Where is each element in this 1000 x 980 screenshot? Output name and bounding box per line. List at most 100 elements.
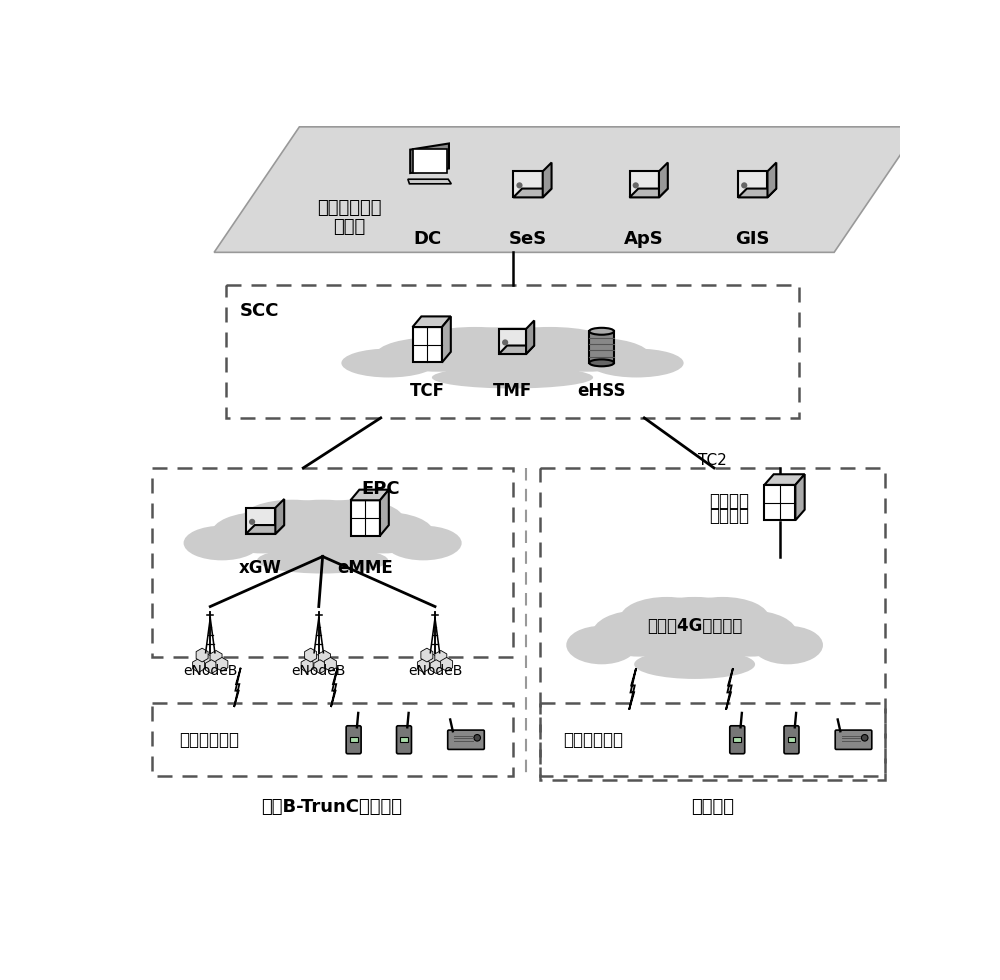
Polygon shape <box>319 651 331 664</box>
Ellipse shape <box>444 356 581 382</box>
Text: TC2: TC2 <box>698 453 727 467</box>
Circle shape <box>633 182 639 188</box>
Ellipse shape <box>620 597 713 639</box>
Polygon shape <box>630 188 668 197</box>
Bar <box>350 737 358 742</box>
Polygon shape <box>526 320 534 354</box>
Polygon shape <box>234 667 241 707</box>
Bar <box>400 737 408 742</box>
Ellipse shape <box>589 349 684 377</box>
Text: eNodeB: eNodeB <box>292 664 346 678</box>
Text: GIS: GIS <box>736 230 770 248</box>
Ellipse shape <box>676 597 769 639</box>
Polygon shape <box>246 508 275 534</box>
Polygon shape <box>196 648 208 662</box>
Polygon shape <box>351 490 389 501</box>
Polygon shape <box>413 149 447 173</box>
Text: 用平台: 用平台 <box>334 218 366 236</box>
Polygon shape <box>413 317 451 327</box>
Polygon shape <box>246 525 284 534</box>
Polygon shape <box>764 485 795 520</box>
Polygon shape <box>275 499 284 534</box>
Polygon shape <box>417 659 429 672</box>
Ellipse shape <box>630 597 760 655</box>
Ellipse shape <box>432 367 593 388</box>
Polygon shape <box>305 648 317 662</box>
FancyBboxPatch shape <box>784 726 799 754</box>
Text: 控制中心: 控制中心 <box>710 508 750 525</box>
Ellipse shape <box>385 525 462 561</box>
Polygon shape <box>513 172 543 197</box>
Ellipse shape <box>257 547 388 573</box>
Polygon shape <box>424 653 436 666</box>
Polygon shape <box>441 658 453 671</box>
Polygon shape <box>324 658 336 671</box>
Polygon shape <box>408 179 451 184</box>
Polygon shape <box>430 660 442 673</box>
Ellipse shape <box>752 626 823 664</box>
Ellipse shape <box>589 327 614 335</box>
Polygon shape <box>629 668 636 710</box>
Ellipse shape <box>376 337 500 371</box>
Text: TCF: TCF <box>410 382 445 400</box>
FancyBboxPatch shape <box>448 730 484 750</box>
Ellipse shape <box>592 611 685 657</box>
Text: EPC: EPC <box>361 480 400 498</box>
Ellipse shape <box>212 512 313 554</box>
Ellipse shape <box>566 626 637 664</box>
Polygon shape <box>216 658 228 671</box>
Text: xGW: xGW <box>239 559 282 577</box>
Text: eMME: eMME <box>337 559 393 577</box>
FancyBboxPatch shape <box>346 726 361 754</box>
Bar <box>540 703 885 776</box>
Ellipse shape <box>341 349 436 377</box>
Polygon shape <box>630 172 659 197</box>
Ellipse shape <box>333 512 433 554</box>
Bar <box>152 468 512 657</box>
Polygon shape <box>499 329 526 354</box>
Text: eHSS: eHSS <box>577 382 626 400</box>
Bar <box>152 703 512 776</box>
Ellipse shape <box>242 500 343 538</box>
Ellipse shape <box>704 611 797 657</box>
Text: eNodeB: eNodeB <box>183 664 237 678</box>
Ellipse shape <box>589 360 614 367</box>
Text: 统一调度及应: 统一调度及应 <box>318 200 382 218</box>
Bar <box>226 285 799 417</box>
Text: 公网集群: 公网集群 <box>710 492 750 510</box>
Text: 公网集群: 公网集群 <box>691 798 734 815</box>
Polygon shape <box>767 163 776 197</box>
Text: 专网B-TrunC宽带集群: 专网B-TrunC宽带集群 <box>261 798 402 815</box>
Polygon shape <box>314 660 326 673</box>
Bar <box>788 737 795 742</box>
Ellipse shape <box>267 534 378 565</box>
Ellipse shape <box>426 327 599 370</box>
Circle shape <box>516 182 523 188</box>
Circle shape <box>861 735 868 741</box>
Polygon shape <box>351 501 380 536</box>
Polygon shape <box>442 317 451 363</box>
Polygon shape <box>738 188 776 197</box>
Ellipse shape <box>252 500 393 552</box>
Text: 运营商4G移动网络: 运营商4G移动网络 <box>647 616 742 635</box>
Polygon shape <box>301 659 313 672</box>
Text: SCC: SCC <box>240 303 279 320</box>
Ellipse shape <box>184 525 260 561</box>
Polygon shape <box>499 346 534 354</box>
Ellipse shape <box>302 500 403 538</box>
Bar <box>733 737 741 742</box>
Polygon shape <box>193 659 205 672</box>
Polygon shape <box>380 490 389 536</box>
Text: ApS: ApS <box>624 230 664 248</box>
Polygon shape <box>214 126 919 252</box>
Polygon shape <box>205 660 217 673</box>
Polygon shape <box>764 474 805 485</box>
Polygon shape <box>738 172 767 197</box>
FancyBboxPatch shape <box>397 726 411 754</box>
Polygon shape <box>513 188 552 197</box>
Polygon shape <box>200 653 212 666</box>
Ellipse shape <box>413 327 537 359</box>
Polygon shape <box>308 653 320 666</box>
Ellipse shape <box>634 650 755 679</box>
Polygon shape <box>435 651 447 664</box>
